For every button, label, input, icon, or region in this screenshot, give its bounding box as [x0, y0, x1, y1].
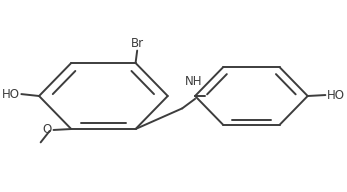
Text: HO: HO	[2, 88, 20, 101]
Text: HO: HO	[327, 89, 345, 102]
Text: NH: NH	[185, 75, 202, 88]
Text: Br: Br	[130, 37, 144, 50]
Text: O: O	[43, 123, 52, 137]
